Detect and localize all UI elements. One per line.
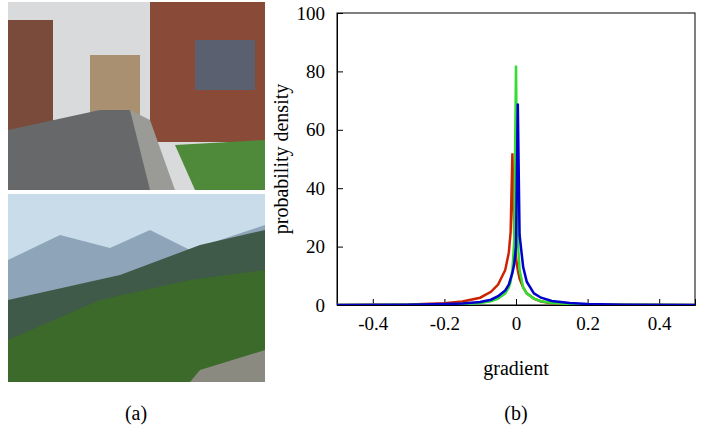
density-line: [337, 66, 695, 305]
far-mountains: [8, 225, 265, 382]
panel-a: [8, 2, 265, 382]
x-tick-label: 0.2: [576, 313, 600, 334]
density-line: [337, 104, 695, 305]
x-tick-label: 0.4: [648, 313, 672, 334]
y-tick-mark: [337, 247, 343, 248]
x-tick-label: -0.4: [358, 313, 389, 334]
rocks: [190, 350, 265, 382]
sky: [8, 2, 265, 190]
sky: [8, 194, 265, 382]
x-tick-label: 0: [512, 313, 522, 334]
x-axis-title: gradient: [483, 357, 549, 380]
y-tick-mark: [337, 130, 343, 131]
y-tick-label: 40: [306, 178, 325, 199]
y-tick-label: 0: [316, 295, 326, 316]
y-tick-mark: [337, 188, 343, 189]
x-tick-label: -0.2: [430, 313, 460, 334]
y-tick-label: 60: [306, 119, 325, 140]
y-tick-label: 80: [306, 61, 325, 82]
building: [90, 55, 140, 115]
building: [8, 20, 53, 130]
slope: [8, 230, 265, 382]
photo-street: [8, 2, 265, 190]
pavement: [130, 110, 175, 190]
caption: (b): [504, 402, 527, 425]
y-tick-mark: [337, 71, 343, 72]
building: [150, 2, 265, 142]
x-tick-mark: [516, 299, 517, 305]
plot-frame: [337, 13, 695, 305]
y-tick: 100: [297, 3, 344, 24]
series-group: [337, 66, 695, 305]
photo-mountains: [8, 194, 265, 382]
figure: (a) -0.4 -0.2 0 0.2 0.4 0 20 40 60 80 100 gradient pr…: [0, 0, 709, 434]
y-tick-label: 100: [297, 3, 326, 24]
y-axis: 0 20 40 60 80 100: [297, 3, 344, 316]
forest: [8, 270, 265, 382]
window: [195, 40, 255, 90]
x-tick: 0: [512, 299, 522, 334]
grass: [175, 140, 265, 190]
y-tick-label: 20: [306, 236, 325, 257]
caption: (a): [125, 402, 147, 425]
y-axis-line: [338, 14, 344, 306]
y-axis-title: probability density: [270, 84, 293, 235]
